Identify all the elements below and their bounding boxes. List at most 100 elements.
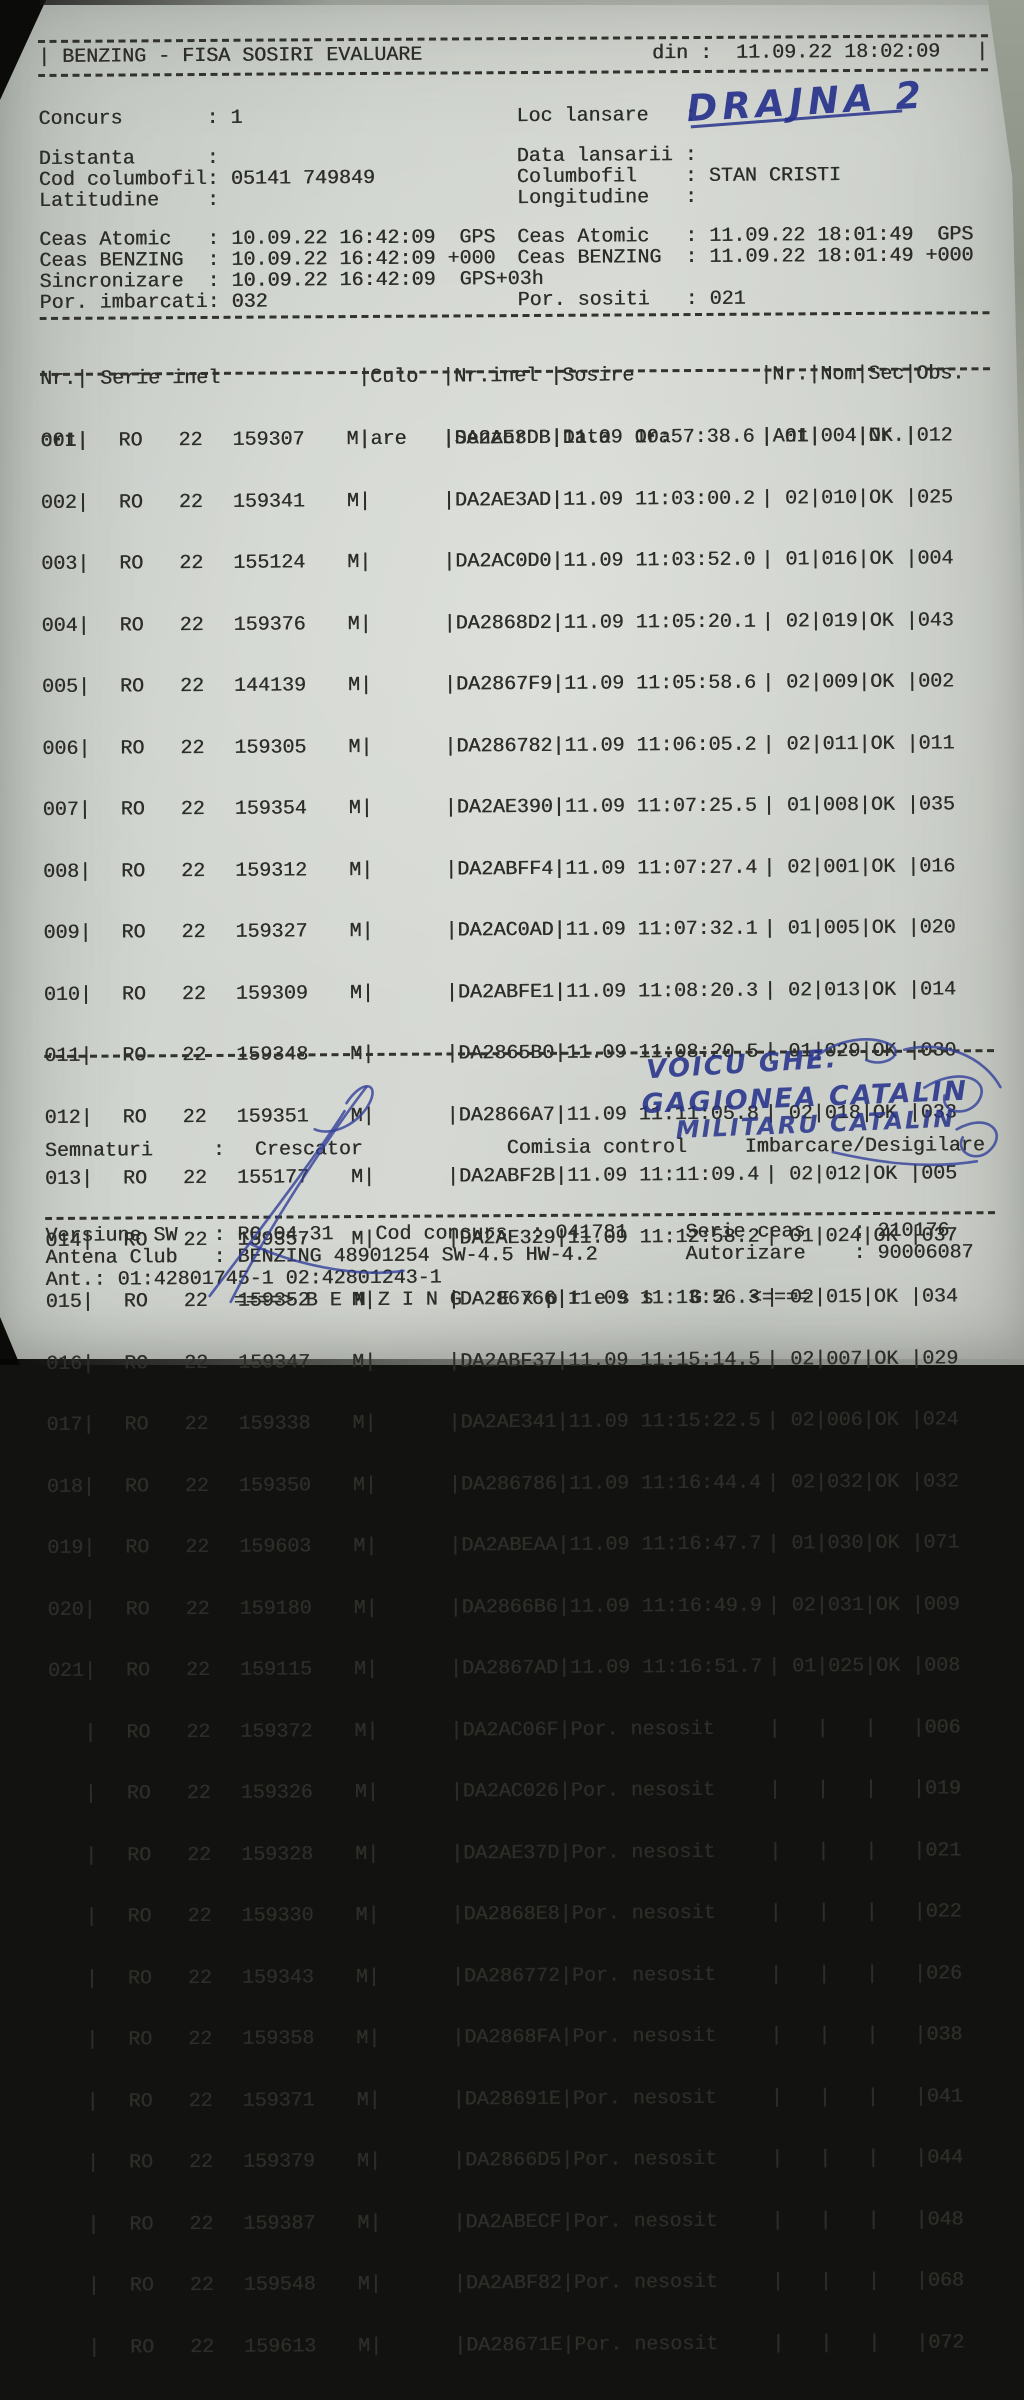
sep	[818, 2026, 830, 2047]
sep	[915, 2087, 927, 2108]
cell-ring: 159354	[205, 799, 307, 820]
cell-ora: 11:05:58.6	[624, 674, 762, 695]
cell-sec: OK	[875, 1472, 911, 1493]
sep	[449, 1475, 461, 1496]
sep	[443, 491, 455, 512]
sep	[552, 613, 564, 634]
cell-obs: 011	[918, 734, 960, 755]
cell-ant	[780, 1719, 816, 1740]
cell-ro: RO	[94, 1354, 148, 1375]
cell-sec	[878, 2026, 914, 2047]
sep	[364, 1352, 376, 1373]
table-row: 006RO22159305MDA28678211.0911:06:05.2020…	[42, 734, 960, 760]
cell-ora: 11:11:09.4	[627, 1166, 765, 1187]
colon	[207, 149, 231, 170]
sep	[78, 739, 90, 760]
sep	[369, 2213, 381, 2234]
sep	[453, 2213, 465, 2234]
sep	[761, 551, 773, 572]
colon	[207, 170, 231, 191]
sep	[551, 490, 563, 511]
cell-ro: RO	[91, 862, 145, 883]
cell-nr: 004	[42, 616, 78, 637]
sep	[816, 1657, 828, 1678]
sep	[370, 2275, 382, 2296]
colon	[207, 191, 231, 212]
cell-ant	[784, 2272, 820, 2293]
sep	[560, 1966, 572, 1987]
cell-nom	[829, 1780, 865, 1801]
sep	[361, 799, 373, 820]
sep	[451, 1844, 463, 1865]
sep	[562, 2335, 574, 2356]
cell-ring: 159350	[209, 1476, 311, 1497]
cell-ring: 159376	[204, 615, 306, 636]
field-value: 05141 749849	[231, 169, 375, 190]
cell-nom: 019	[822, 612, 858, 633]
cell-sec: OK	[869, 488, 905, 509]
cell-ro: RO	[100, 2276, 154, 2297]
cell-nom	[829, 1841, 865, 1862]
cell-sec: OK	[872, 980, 908, 1001]
cell-ora: 11:16:44.4	[629, 1473, 767, 1494]
cell-sex: M	[315, 2152, 369, 2173]
sep	[905, 550, 917, 571]
cell-ring: 159548	[214, 2275, 316, 2296]
clock-line-right: Ceas BENZING11.09.22 18:01:49 +000	[517, 246, 973, 269]
cell-sec: OK	[876, 1595, 912, 1616]
sep	[910, 1288, 922, 1309]
cell-year: 22	[149, 1476, 209, 1497]
table-row: 019RO22159603MDA2ABEAA11.0911:16:47.7010…	[47, 1533, 965, 1559]
cell-ora: 11:03:00.2	[623, 489, 761, 510]
sep	[915, 2210, 927, 2231]
cell-nom	[830, 2026, 866, 2047]
sep	[809, 550, 821, 571]
sep	[810, 735, 822, 756]
sep	[912, 1595, 924, 1616]
sep	[87, 2092, 99, 2113]
cell-obs: 016	[919, 857, 961, 878]
cell-ro: RO	[99, 2092, 153, 2113]
table-row: 003RO22155124MDA2AC0D011.0911:03:52.0010…	[41, 549, 959, 575]
cell-sec	[879, 2210, 915, 2231]
cell-senzor: DA2ABFE1	[458, 982, 554, 1003]
cell-culoare	[372, 614, 444, 635]
sep	[906, 734, 918, 755]
cell-sex: M	[314, 2029, 368, 2050]
sep	[764, 981, 776, 1002]
table-row: RO22159328MDA2AE37DPor. nesosit021	[49, 1841, 967, 1867]
cell-nr: 017	[46, 1416, 82, 1437]
cell-nom: 005	[824, 919, 860, 940]
cell-obs: 004	[917, 549, 959, 570]
cell-sex: M	[308, 984, 362, 1005]
sep	[814, 1350, 826, 1371]
sep	[82, 1293, 94, 1314]
cell-nom: 007	[826, 1349, 862, 1370]
cell-ora: 11:03:52.0	[623, 551, 761, 572]
sep	[863, 1411, 875, 1432]
info-line-right: Loc lansare	[516, 106, 708, 128]
cell-ring: 159330	[211, 1906, 313, 1927]
cell-nr: 005	[42, 678, 78, 699]
cell-senzor: DA28671E	[466, 2335, 562, 2356]
sep	[818, 1965, 830, 1986]
cell-data: 11.09	[568, 1351, 628, 1372]
sep	[814, 1288, 826, 1309]
cell-nom: 025	[828, 1657, 864, 1678]
cell-senzor: DA2866B6	[462, 1597, 558, 1618]
colon	[531, 1224, 555, 1245]
cell-nr	[48, 1723, 84, 1744]
cell-sec	[880, 2333, 916, 2354]
sep	[365, 1537, 377, 1558]
cell-nom	[830, 1964, 866, 1985]
cell-nom: 030	[827, 1534, 863, 1555]
sep	[819, 2088, 831, 2109]
cell-sex: M	[306, 738, 360, 759]
cell-senzor: DA2AC06F	[462, 1720, 558, 1741]
cell-senzor: DA2ABEAA	[461, 1536, 557, 1557]
sep	[443, 552, 455, 573]
cell-nom: 008	[823, 796, 859, 817]
sep	[451, 1782, 463, 1803]
cell-year: 22	[142, 431, 202, 452]
sep	[81, 1108, 93, 1129]
